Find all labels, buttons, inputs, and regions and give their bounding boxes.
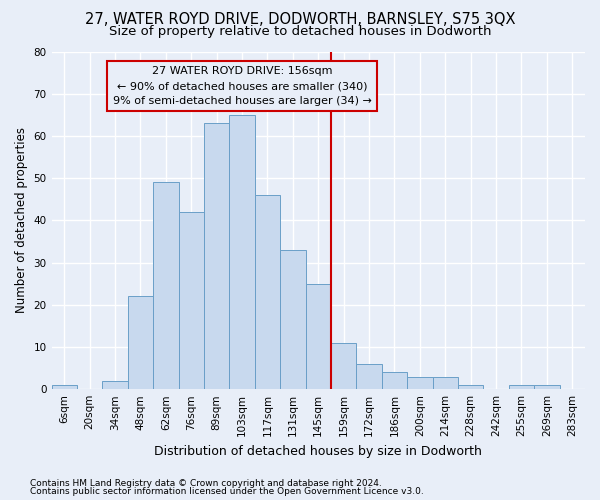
Text: 27 WATER ROYD DRIVE: 156sqm
← 90% of detached houses are smaller (340)
9% of sem: 27 WATER ROYD DRIVE: 156sqm ← 90% of det… xyxy=(113,66,371,106)
Bar xyxy=(229,115,255,389)
Bar xyxy=(331,342,356,389)
Bar xyxy=(382,372,407,389)
Bar xyxy=(153,182,179,389)
Bar xyxy=(280,250,305,389)
Y-axis label: Number of detached properties: Number of detached properties xyxy=(15,128,28,314)
Bar xyxy=(204,124,229,389)
Bar xyxy=(509,385,534,389)
Bar xyxy=(103,380,128,389)
Text: Size of property relative to detached houses in Dodworth: Size of property relative to detached ho… xyxy=(109,25,491,38)
Bar xyxy=(255,195,280,389)
Bar xyxy=(179,212,204,389)
Bar xyxy=(128,296,153,389)
Bar xyxy=(52,385,77,389)
X-axis label: Distribution of detached houses by size in Dodworth: Distribution of detached houses by size … xyxy=(154,444,482,458)
Bar xyxy=(458,385,484,389)
Text: Contains HM Land Registry data © Crown copyright and database right 2024.: Contains HM Land Registry data © Crown c… xyxy=(30,478,382,488)
Text: 27, WATER ROYD DRIVE, DODWORTH, BARNSLEY, S75 3QX: 27, WATER ROYD DRIVE, DODWORTH, BARNSLEY… xyxy=(85,12,515,28)
Text: Contains public sector information licensed under the Open Government Licence v3: Contains public sector information licen… xyxy=(30,487,424,496)
Bar xyxy=(407,376,433,389)
Bar xyxy=(356,364,382,389)
Bar xyxy=(305,284,331,389)
Bar xyxy=(534,385,560,389)
Bar xyxy=(433,376,458,389)
